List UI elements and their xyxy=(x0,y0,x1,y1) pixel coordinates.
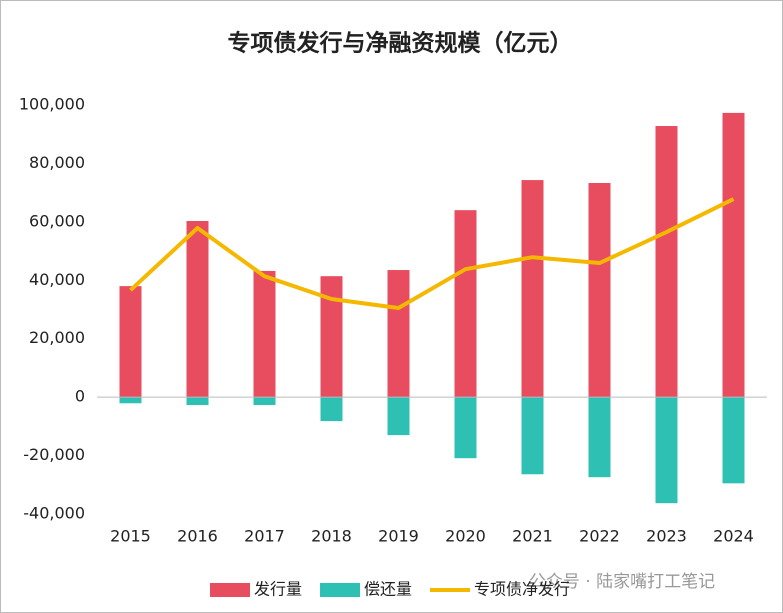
legend-swatch xyxy=(210,583,250,597)
legend-label: 发行量 xyxy=(254,580,302,599)
bar xyxy=(454,397,477,459)
bar xyxy=(387,397,410,436)
bar xyxy=(119,286,142,398)
x-tick-label: 2018 xyxy=(311,527,352,546)
x-tick-label: 2015 xyxy=(110,527,151,546)
bar xyxy=(588,397,611,478)
watermark: 公众号 · 陆家嘴打工笔记 xyxy=(529,572,715,592)
bar xyxy=(320,397,343,422)
y-tick-label: 100,000 xyxy=(19,95,85,114)
x-tick-label: 2024 xyxy=(713,527,754,546)
bar xyxy=(454,210,477,398)
x-tick-label: 2016 xyxy=(177,527,218,546)
bar xyxy=(655,397,678,504)
bar xyxy=(521,180,544,398)
bar xyxy=(521,397,544,475)
y-tick-label: 20,000 xyxy=(29,328,85,347)
bar xyxy=(387,270,410,398)
x-tick-label: 2023 xyxy=(646,527,687,546)
x-tick-label: 2021 xyxy=(512,527,553,546)
x-tick-label: 2017 xyxy=(244,527,285,546)
x-tick-label: 2020 xyxy=(445,527,486,546)
line xyxy=(129,197,735,311)
bar xyxy=(186,397,209,406)
bar xyxy=(320,276,343,398)
bar xyxy=(722,397,745,484)
bar xyxy=(253,397,276,406)
bar xyxy=(186,220,209,398)
legend-swatch xyxy=(320,583,361,597)
y-tick-label: 60,000 xyxy=(29,211,85,230)
y-tick-label: -40,000 xyxy=(23,504,85,523)
y-tick-label: 80,000 xyxy=(29,153,85,172)
bar xyxy=(253,270,276,398)
y-tick-label: 0 xyxy=(75,387,85,406)
legend-label: 专项债净发行 xyxy=(474,580,570,599)
bar xyxy=(722,112,745,398)
legend-label: 偿还量 xyxy=(364,580,412,599)
chart-title: 专项债发行与净融资规模（亿元） xyxy=(228,30,573,57)
x-tick-label: 2022 xyxy=(579,527,620,546)
bar xyxy=(119,397,142,404)
y-tick-label: 40,000 xyxy=(29,270,85,289)
bar xyxy=(588,183,611,398)
y-tick-label: -20,000 xyxy=(23,445,85,464)
x-tick-label: 2019 xyxy=(378,527,419,546)
bar xyxy=(655,126,678,398)
